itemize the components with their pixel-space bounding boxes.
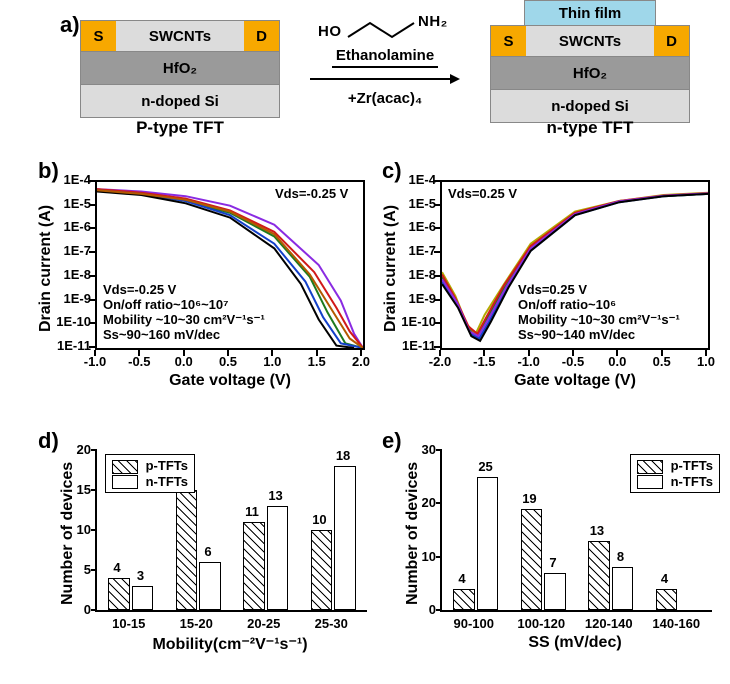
panel-e-barchart-legend: p-TFTs n-TFTs: [630, 454, 720, 493]
reaction-scheme: HONH₂Ethanolamine+Zr(acac)₄: [300, 15, 470, 107]
panel-d-barchart-legend: p-TFTs n-TFTs: [105, 454, 195, 493]
p-type-tft-stack: SSWCNTsDHfO₂n-doped Si: [80, 20, 280, 118]
figure-root: a)SSWCNTsDHfO₂n-doped SiP-type TFTHONH₂E…: [0, 0, 730, 684]
n-type-tft-stack: Thin filmSSWCNTsDHfO₂n-doped Si: [490, 0, 690, 123]
